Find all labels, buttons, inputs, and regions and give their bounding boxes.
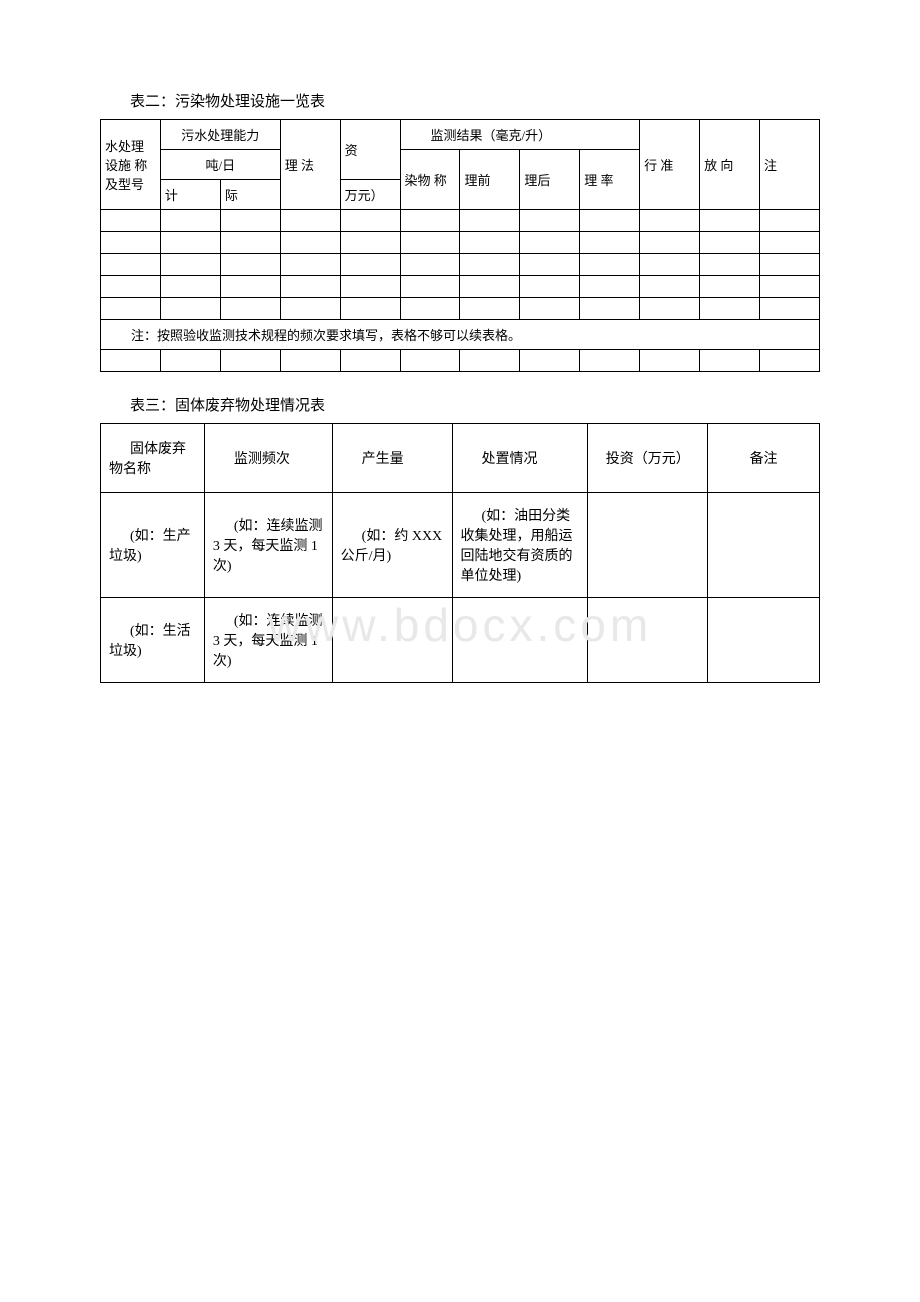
table3-header-row: 固体废弃物名称 监测频次 产生量 处置情况 投资（万元） 备注 [101,424,820,493]
cell-waste-name: (如：生活垃圾) [101,598,205,683]
cell-amount [332,598,452,683]
col-pollutant-name: 染物 称 [400,150,460,210]
col-rate: 理 率 [580,150,640,210]
col-plan: 计 [160,180,220,210]
table3-title: 表三：固体废弃物处理情况表 [100,394,820,415]
col-investment-label: 资 [340,120,400,180]
col-direction: 放 向 [700,120,760,210]
solid-waste-table: 固体废弃物名称 监测频次 产生量 处置情况 投资（万元） 备注 (如：生产垃圾)… [100,423,820,683]
col-before: 理前 [460,150,520,210]
table2-header-row1: 水处理设施 称及型号 污水处理能力 理 法 资 监测结果（毫克/升） 行 准 放… [101,120,820,150]
cell-disposal: (如：油田分类收集处理，用船运回陆地交有资质的单位处理) [452,493,588,598]
col-amount: 产生量 [332,424,452,493]
col-frequency: 监测频次 [204,424,332,493]
cell-disposal [452,598,588,683]
col-remark: 注 [759,120,819,210]
table3-data-row: (如：生产垃圾) (如：连续监测 3 天，每天监测 1 次) (如：约 XXX … [101,493,820,598]
table2-data-row [101,254,820,276]
col-capacity-unit: 吨/日 [160,150,280,180]
table2-data-row [101,276,820,298]
col-monitor-group: 监测结果（毫克/升） [400,120,640,150]
col-capacity-group: 污水处理能力 [160,120,280,150]
table2-data-row [101,232,820,254]
col-facility-name: 水处理设施 称及型号 [101,120,161,210]
col-after: 理后 [520,150,580,210]
cell-frequency: (如：连续监测 3 天，每天监测 1 次) [204,493,332,598]
table2-footnote: 注：按照验收监测技术规程的频次要求填写，表格不够可以续表格。 [101,320,820,350]
table2-title: 表二：污染物处理设施一览表 [100,90,820,111]
table2-data-row [101,210,820,232]
cell-remark [708,493,820,598]
table3-data-row: (如：生活垃圾) (如：连续监测 3 天，每天监测 1 次) [101,598,820,683]
col-method: 理 法 [280,120,340,210]
table2-data-row [101,298,820,320]
cell-frequency: (如：连续监测 3 天，每天监测 1 次) [204,598,332,683]
col-investment: 投资（万元） [588,424,708,493]
col-waste-name: 固体废弃物名称 [101,424,205,493]
cell-investment [588,598,708,683]
table2-data-row [101,350,820,372]
cell-amount: (如：约 XXX 公斤/月) [332,493,452,598]
col-remark: 备注 [708,424,820,493]
col-actual: 际 [220,180,280,210]
cell-investment [588,493,708,598]
col-standard: 行 准 [640,120,700,210]
pollution-treatment-table: 水处理设施 称及型号 污水处理能力 理 法 资 监测结果（毫克/升） 行 准 放… [100,119,820,372]
col-disposal: 处置情况 [452,424,588,493]
cell-waste-name: (如：生产垃圾) [101,493,205,598]
col-investment-unit: 万元） [340,180,400,210]
cell-remark [708,598,820,683]
table2-footnote-row: 注：按照验收监测技术规程的频次要求填写，表格不够可以续表格。 [101,320,820,350]
